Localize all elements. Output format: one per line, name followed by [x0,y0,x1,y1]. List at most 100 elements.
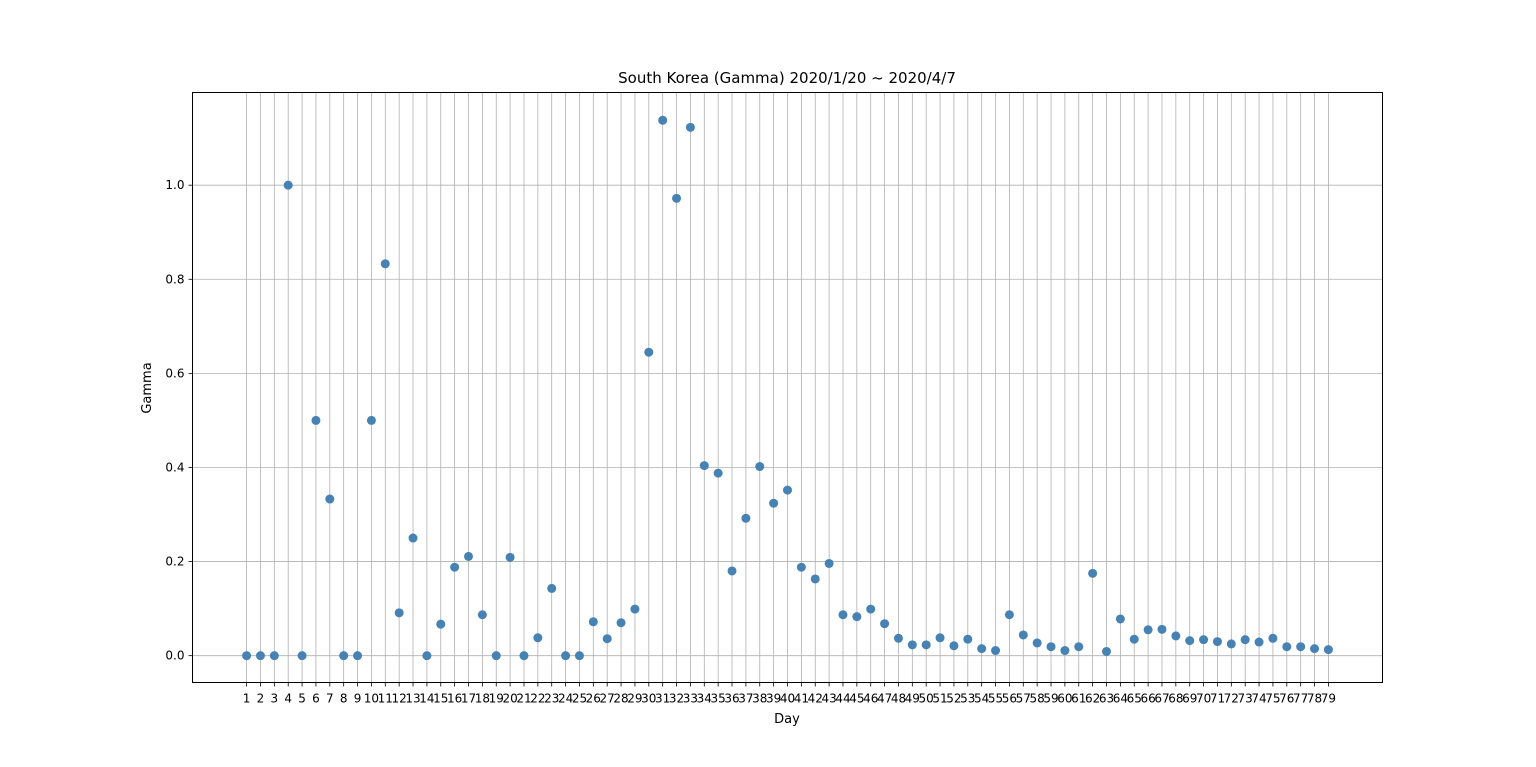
data-point [893,633,903,643]
x-tick-label: 10 [364,692,379,706]
data-point [713,468,723,478]
x-tick-label: 53 [960,692,975,706]
x-tick-label: 48 [891,692,906,706]
data-point [477,610,487,620]
x-tick-label: 36 [724,692,739,706]
data-point [963,634,973,644]
x-tick-label: 3 [271,692,279,706]
data-point [1268,633,1278,643]
data-point [672,193,682,203]
y-tick-label: 0.4 [165,460,184,474]
data-point [727,566,737,576]
data-point [616,618,626,628]
data-point [436,619,446,629]
data-point [422,651,432,661]
x-tick-label: 17 [461,692,476,706]
y-tick-label: 0.2 [165,555,184,569]
data-point [1254,637,1264,647]
x-tick-label: 9 [354,692,362,706]
y-tick-label: 0.6 [165,366,184,380]
data-point [1143,625,1153,635]
data-point [824,558,834,568]
data-point [602,634,612,644]
x-tick-label: 51 [932,692,947,706]
x-tick-label: 60 [1057,692,1072,706]
data-point [1185,636,1195,646]
data-point [935,633,945,643]
data-point [907,640,917,650]
data-point [325,494,335,504]
data-point [1115,614,1125,624]
data-point [574,651,584,661]
x-tick-label: 8 [340,692,348,706]
x-tick-label: 26 [586,692,601,706]
axis-ticks: 1 2 3 4 5 6 7 8 9 1011121314151617181920212223242… [165,178,1336,705]
x-tick-label: 72 [1224,692,1239,706]
data-point [1199,635,1209,645]
x-tick-label: 15 [433,692,448,706]
x-tick-label: 39 [766,692,781,706]
x-tick-label: 32 [669,692,684,706]
data-point [353,651,363,661]
x-tick-label: 77 [1293,692,1308,706]
x-tick-label: 21 [516,692,531,706]
x-tick-label: 41 [794,692,809,706]
x-tick-label: 1 [243,692,251,706]
x-tick-label: 70 [1196,692,1211,706]
x-tick-label: 18 [475,692,490,706]
data-point [1171,631,1181,641]
x-tick-label: 43 [821,692,836,706]
data-point [1088,568,1098,578]
x-tick-label: 40 [780,692,795,706]
data-point [450,562,460,572]
data-point [810,574,820,584]
data-point [685,122,695,132]
x-tick-label: 44 [835,692,850,706]
data-point [547,583,557,593]
data-point [741,513,751,523]
data-point [380,259,390,269]
data-point [283,180,293,190]
data-point [949,641,959,651]
x-tick-label: 45 [849,692,864,706]
x-tick-label: 25 [572,692,587,706]
chart-title: South Korea (Gamma) 2020/1/20 ~ 2020/4/7 [618,69,956,87]
x-tick-label: 57 [1016,692,1031,706]
x-axis-label: Day [774,712,800,727]
data-point [297,651,307,661]
x-tick-label: 24 [558,692,573,706]
data-point [533,633,543,643]
y-tick-label: 1.0 [165,178,184,192]
x-tick-label: 79 [1321,692,1336,706]
x-tick-label: 23 [544,692,559,706]
data-point [1226,639,1236,649]
x-tick-label: 12 [392,692,407,706]
data-point [505,552,515,562]
data-point [769,498,779,508]
data-point [755,462,765,472]
x-tick-label: 22 [530,692,545,706]
x-tick-label: 29 [627,692,642,706]
data-point [921,640,931,650]
data-point [588,617,598,627]
data-points [242,115,1333,661]
x-tick-label: 7 [326,692,334,706]
x-tick-label: 20 [502,692,517,706]
x-tick-label: 78 [1307,692,1322,706]
plot-frame [192,92,1383,683]
data-point [1060,646,1070,656]
x-tick-label: 68 [1168,692,1183,706]
data-point [1032,638,1042,648]
x-tick-label: 64 [1113,692,1128,706]
x-tick-label: 54 [974,692,989,706]
data-point [269,651,279,661]
x-tick-label: 19 [489,692,504,706]
data-point [866,604,876,614]
data-point [880,619,890,629]
x-tick-label: 5 [298,692,306,706]
data-point [408,533,418,543]
y-tick-label: 0.0 [165,649,184,663]
data-point [699,461,709,471]
data-point [394,608,404,618]
